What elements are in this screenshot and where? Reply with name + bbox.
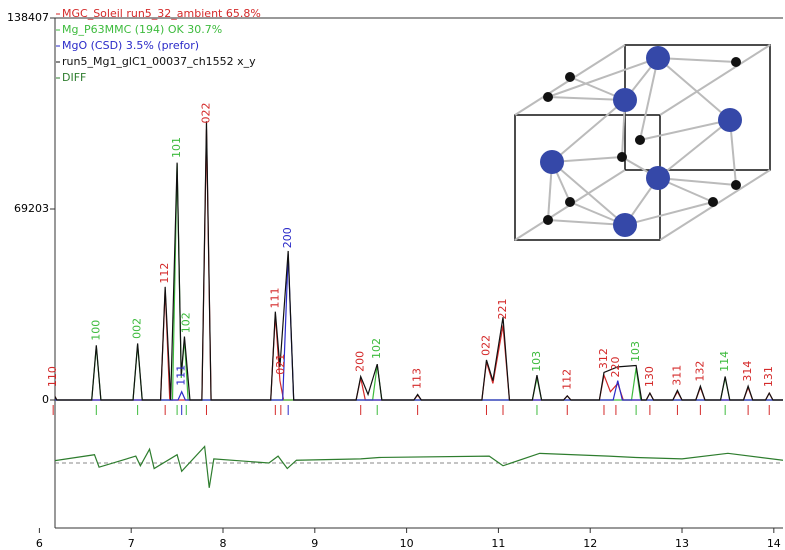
peak-label: 100 <box>89 320 102 341</box>
curves <box>39 121 783 488</box>
peak-label: 132 <box>693 361 706 382</box>
peak-label: 111 <box>175 365 188 386</box>
x-tick-label: 8 <box>220 537 227 550</box>
legend-entry: DIFF <box>62 71 86 84</box>
peak-label: 314 <box>741 361 754 382</box>
x-tick-label: 14 <box>767 537 781 550</box>
legend: MGC_Soleil run5_32_ambient 65.8% Mg_P63MM… <box>56 7 261 84</box>
x-tick-label: 13 <box>675 537 689 550</box>
peak-label: 101 <box>170 137 183 158</box>
peak-label: 130 <box>643 366 656 387</box>
peak-label: 114 <box>718 351 731 372</box>
pattern-line <box>39 121 783 400</box>
y-tick-label: 0 <box>42 393 49 406</box>
x-tick-label: 6 <box>36 537 43 550</box>
peak-label: 103 <box>530 351 543 372</box>
peak-label: 113 <box>411 368 424 389</box>
page: {"chart_data": {"type": "line", "xlim": … <box>0 0 785 550</box>
legend-entry: run5_Mg1_glC1_00037_ch1552 x_y <box>62 55 256 68</box>
peak-label: 200 <box>281 227 294 248</box>
chart: MGC_Soleil run5_32_ambient 65.8% Mg_P63MM… <box>0 0 785 550</box>
legend-entry: MGC_Soleil run5_32_ambient 65.8% <box>62 7 261 20</box>
peak-label: 111 <box>268 287 281 308</box>
y-tick-label: 69203 <box>14 202 49 215</box>
peak-label: 200 <box>354 351 367 372</box>
pattern-line <box>39 164 783 400</box>
peak-label: 220 <box>609 356 622 377</box>
peak-label: 103 <box>629 341 642 362</box>
peak-label: 022 <box>199 103 212 124</box>
peak-label: 102 <box>179 312 192 333</box>
difference-line <box>39 446 783 487</box>
peak-label: 112 <box>560 369 573 390</box>
legend-entry: MgO (CSD) 3.5% (prefor) <box>62 39 199 52</box>
crystal-structure <box>515 45 770 240</box>
peak-label: 112 <box>158 263 171 284</box>
peak-label: 221 <box>496 298 509 319</box>
peak-label: 022 <box>479 335 492 356</box>
cube-edge <box>660 45 770 115</box>
peak-label: 311 <box>670 365 683 386</box>
peak-label: 102 <box>370 338 383 359</box>
x-tick-label: 12 <box>583 537 597 550</box>
x-tick-label: 7 <box>128 537 135 550</box>
x-tick-label: 10 <box>400 537 414 550</box>
peak-label: 021 <box>274 354 287 375</box>
x-tick-label: 11 <box>491 537 505 550</box>
legend-entry: Mg_P63MMC (194) OK 30.7% <box>62 23 222 36</box>
peak-label: 131 <box>762 366 775 387</box>
x-tick-label: 9 <box>311 537 318 550</box>
peak-label: 002 <box>131 318 144 339</box>
y-tick-label: 138407 <box>7 11 49 24</box>
peak-label: 110 <box>46 366 59 387</box>
